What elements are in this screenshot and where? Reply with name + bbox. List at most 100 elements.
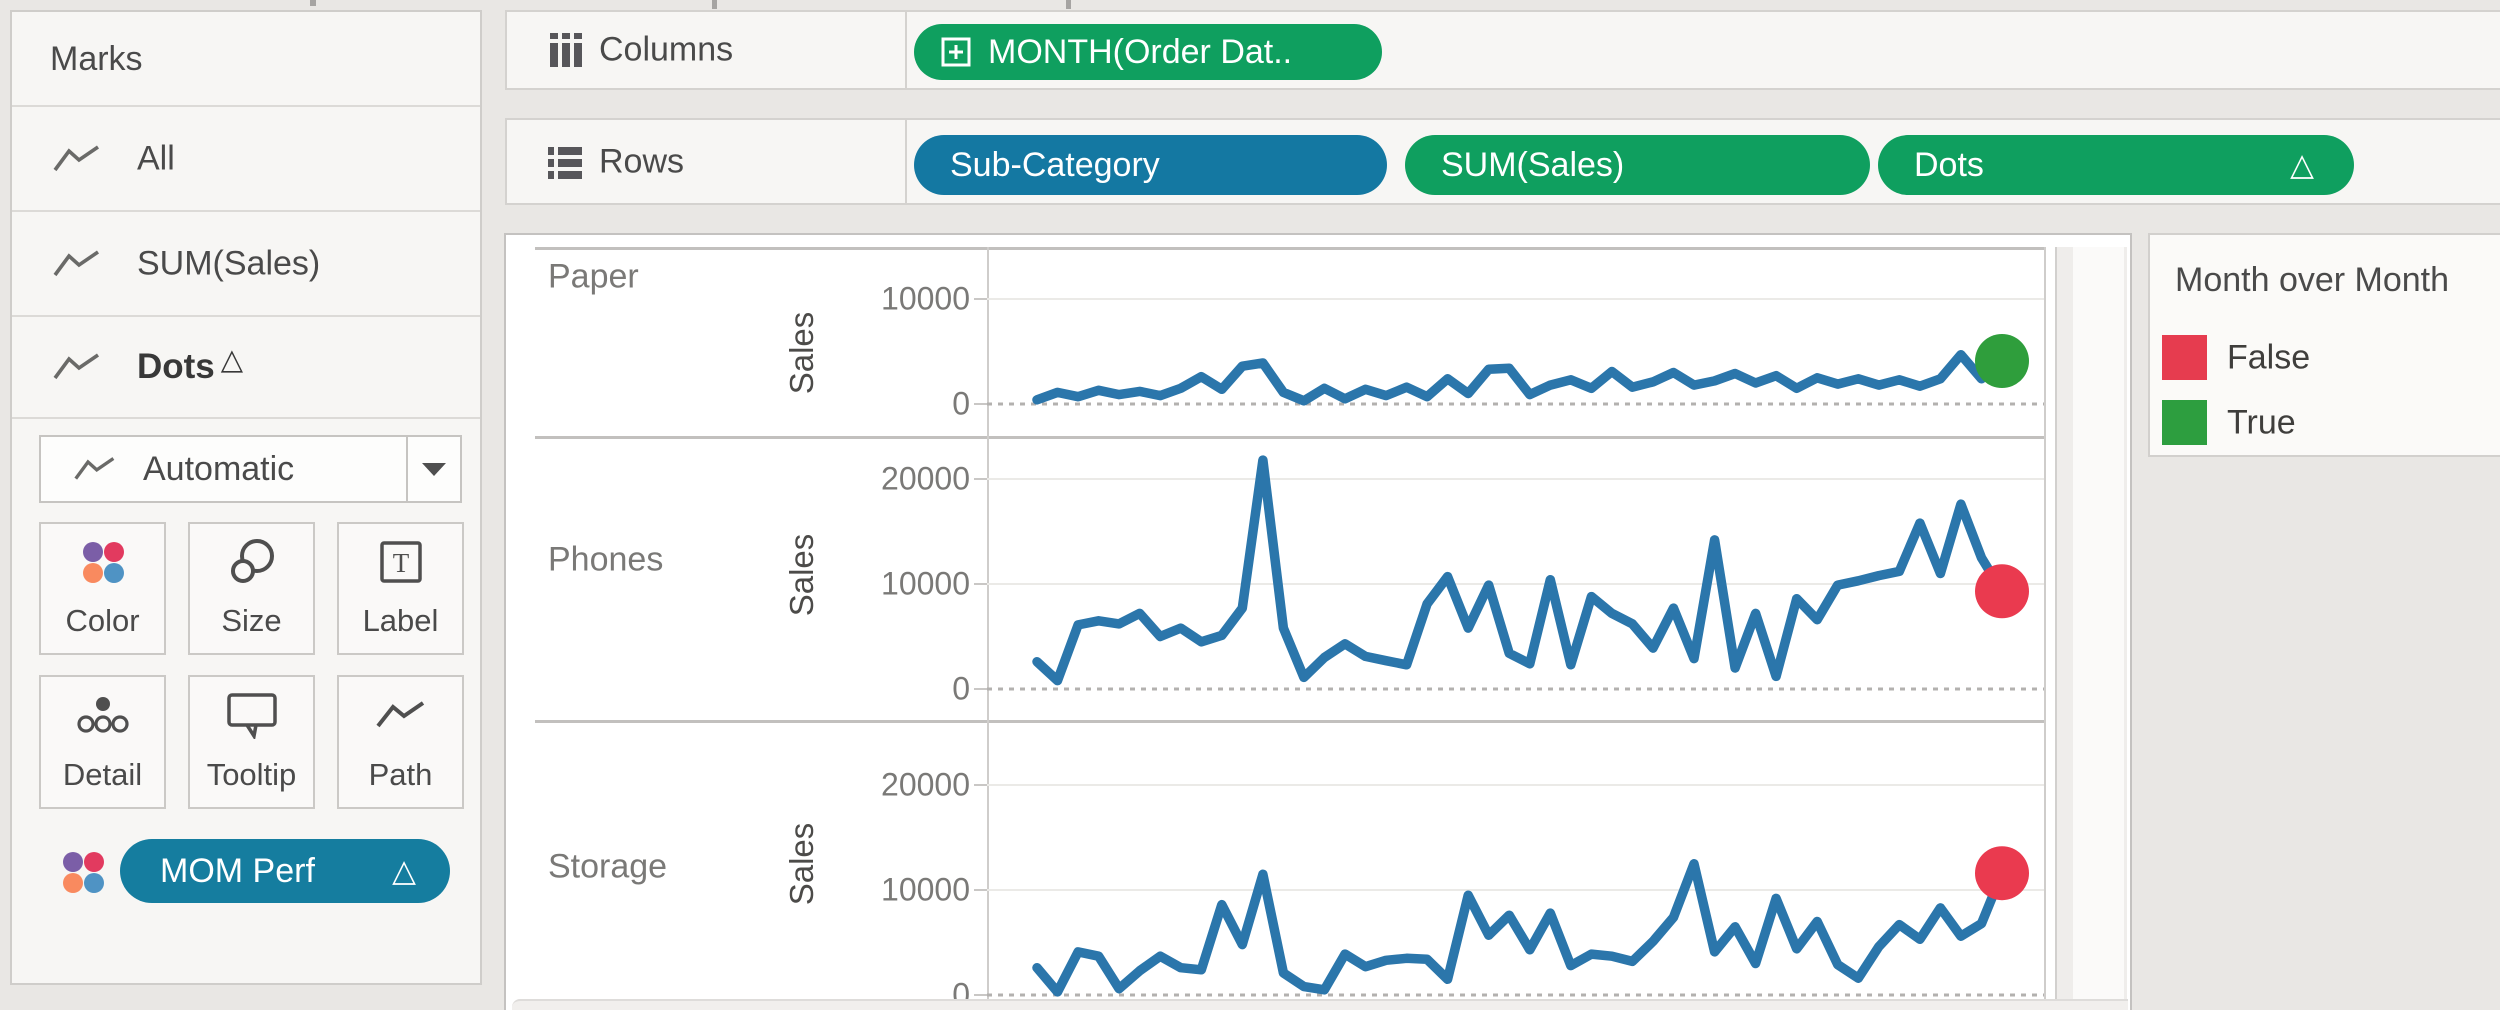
pill-text: SUM(Sales) [1441,146,1625,184]
button-label: Path [368,757,433,792]
sales-line[interactable] [1032,455,2007,686]
end-dot-true[interactable] [1975,334,2029,388]
row-header-storage[interactable]: Storage [548,847,668,886]
marks-panel-title: Marks [50,40,143,78]
line-chart-paper[interactable] [987,247,2044,436]
top-edge-mark [712,0,717,9]
marks-item-dots[interactable]: Dots △ [12,317,480,417]
button-label: Tooltip [206,757,297,792]
marks-item-label: Dots [137,347,215,386]
tooltip-bubble-icon [226,693,277,739]
pill-text: MOM Perf [160,852,315,890]
marks-item-sum-sales[interactable]: SUM(Sales) [12,212,480,315]
columns-shelf[interactable]: Columns MONTH(Order Dat.. [505,10,2500,90]
line-chart-phones[interactable] [987,436,2044,720]
size-button[interactable]: Size [188,522,315,655]
legend-item-label: True [2227,403,2296,442]
line-mark-icon [53,353,100,380]
pill-sum-sales[interactable]: SUM(Sales) [1405,135,1870,195]
row-header-paper[interactable]: Paper [548,257,639,296]
row-separator [535,720,2044,723]
y-tick-mark [974,298,987,300]
dropdown-caret-button[interactable] [408,461,460,477]
top-edge-mark [1066,0,1071,9]
detail-button[interactable]: Detail [39,675,166,809]
marks-item-all[interactable]: All [12,107,480,210]
divider [12,417,480,419]
delta-icon: △ [2290,147,2314,182]
legend-title: Month over Month [2175,261,2450,299]
pill-dots[interactable]: Dots △ [1878,135,2354,195]
y-tick-mark [974,478,987,480]
horizontal-scrollbar[interactable] [512,999,2128,1010]
tooltip-button[interactable]: Tooltip [188,675,315,809]
button-label: Size [221,603,282,638]
vertical-scrollbar[interactable] [2055,247,2127,1010]
y-tick-mark [974,784,987,786]
sales-line[interactable] [1032,859,2007,997]
pill-sub-category[interactable]: Sub-Category [914,135,1387,195]
mom-perf-pill[interactable]: MOM Perf △ [120,839,450,903]
marks-buttons-grid: Color Size T Label Detail [39,522,464,809]
button-label: Detail [62,757,143,792]
divider [905,12,907,88]
y-axis-title: Sales [783,311,820,395]
color-button[interactable]: Color [39,522,166,655]
legend-item-label: False [2227,338,2311,377]
y-axis-line [987,247,989,1010]
row-separator [535,436,2044,439]
divider [12,315,480,317]
size-circles-icon [230,539,274,583]
marks-item-label: SUM(Sales) [137,244,321,282]
y-tick-label: 10000 [881,871,970,908]
detail-dots-icon [76,697,129,733]
pill-month-order-date[interactable]: MONTH(Order Dat.. [914,24,1382,80]
y-tick-label: 0 [952,670,970,707]
end-dot-false[interactable] [1975,846,2029,901]
legend-item-true[interactable]: True [2150,397,2500,449]
end-dot-false[interactable] [1975,564,2029,619]
rows-shelf[interactable]: Rows Sub-Category SUM(Sales) Dots △ [505,118,2500,205]
divider [406,437,408,501]
delta-icon: △ [220,344,244,376]
plus-box-icon [941,37,971,67]
delta-icon: △ [392,853,416,888]
row-header-phones[interactable]: Phones [548,540,664,579]
mark-type-dropdown[interactable]: Automatic [39,435,462,503]
columns-icon [550,33,582,67]
line-mark-icon [53,250,100,276]
pill-text: Sub-Category [950,146,1160,184]
button-label: Color [65,603,140,638]
legend-item-false[interactable]: False [2150,332,2500,384]
sales-line[interactable] [1032,349,2007,406]
mark-type-value: Automatic [143,449,295,488]
rows-shelf-label: Rows [599,142,685,180]
label-button[interactable]: T Label [337,522,464,655]
y-axis-title: Sales [783,533,820,617]
y-tick-mark [974,403,987,405]
rows-icon [548,146,582,179]
path-button[interactable]: Path [337,675,464,809]
columns-shelf-label: Columns [599,30,734,69]
y-tick-mark [974,994,987,996]
y-tick-mark [974,688,987,690]
marks-panel-header: Marks [12,12,480,105]
color-palette-icon [82,542,124,583]
y-tick-mark [974,889,987,891]
scrollbar-track [2073,247,2124,1010]
y-tick-mark [974,583,987,585]
y-tick-label: 10000 [881,565,970,602]
top-edge-mark [310,0,316,6]
pill-text: Dots [1914,146,1984,184]
y-tick-label: 0 [952,385,970,422]
chart-view: Paper Sales 0 10000 Phones Sales 0 10000 20000 St… [504,233,2132,1010]
row-separator [535,247,2044,250]
divider [12,105,480,107]
legend-swatch-red [2162,335,2207,380]
y-tick-label: 20000 [881,766,970,803]
line-mark-icon [53,145,100,171]
y-axis-title: Sales [783,822,820,906]
line-chart-storage[interactable] [987,720,2044,1010]
y-tick-label: 20000 [881,460,970,497]
y-tick-label: 10000 [881,280,970,317]
